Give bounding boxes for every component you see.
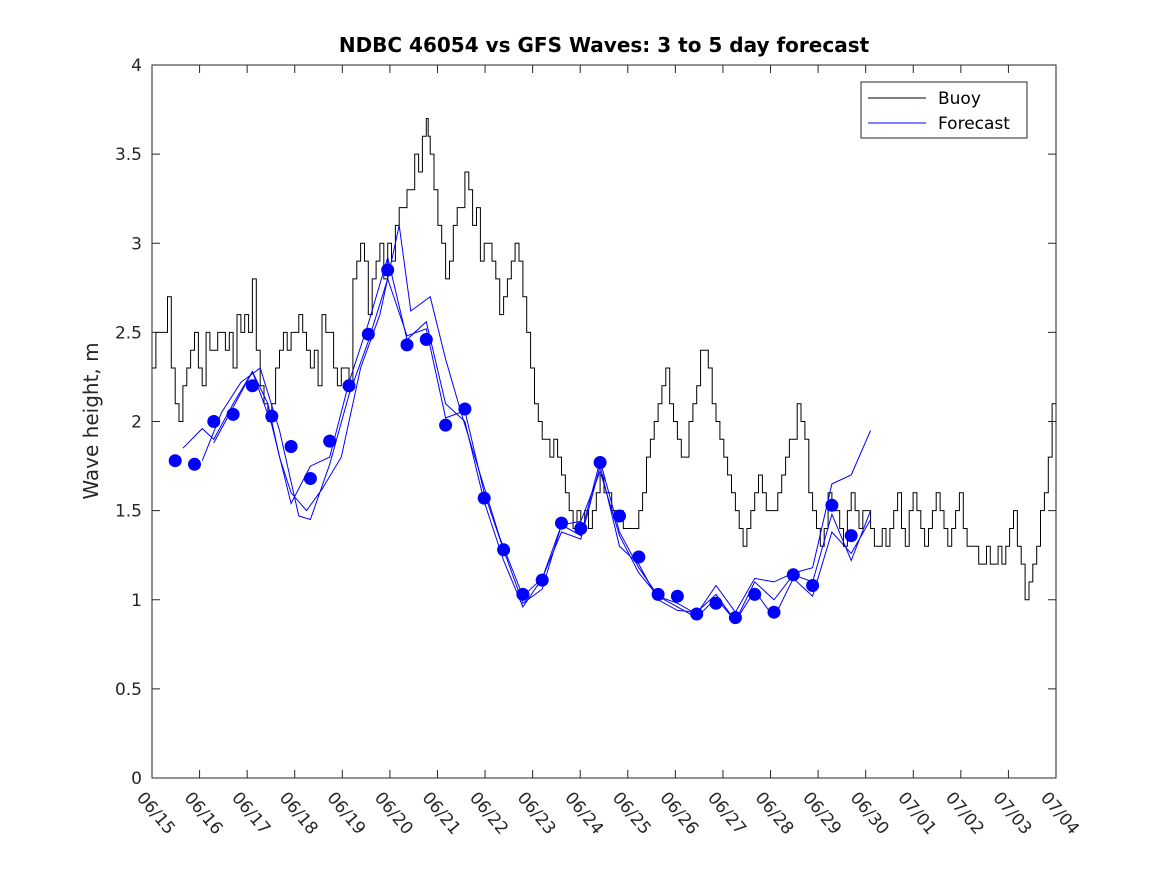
x-tick-label: 06/18 xyxy=(275,788,322,838)
forecast-point xyxy=(825,498,839,512)
x-tick-label: 07/02 xyxy=(941,788,988,838)
y-tick-label: 3 xyxy=(131,234,142,254)
x-tick-label: 06/20 xyxy=(370,788,417,838)
forecast-point xyxy=(632,550,646,564)
x-tick-label: 06/30 xyxy=(846,788,893,838)
forecast-point xyxy=(188,457,201,471)
legend-buoy-label: Buoy xyxy=(938,89,981,109)
x-tick-label: 06/24 xyxy=(560,788,607,838)
y-tick-label: 1 xyxy=(131,591,142,611)
x-tick-label: 06/17 xyxy=(227,788,274,838)
forecast-point xyxy=(245,379,259,393)
x-tick-label: 06/16 xyxy=(180,788,227,838)
forecast-point xyxy=(400,338,414,352)
x-tick-label: 06/23 xyxy=(513,788,560,838)
forecast-series-line xyxy=(182,225,872,615)
forecast-point xyxy=(168,454,182,468)
x-axis: 06/15 06/16 06/17 06/18 06/19 06/20 06/21 06/22… xyxy=(132,65,1083,839)
buoy-series-line xyxy=(152,118,1056,601)
y-axis-label: Wave height, m xyxy=(79,342,103,499)
forecast-point xyxy=(748,587,762,601)
x-tick-label: 07/03 xyxy=(989,788,1036,838)
plot-frame xyxy=(151,64,1057,779)
legend: Buoy Forecast xyxy=(860,81,1028,139)
forecast-point xyxy=(844,529,858,543)
x-tick-label: 06/21 xyxy=(418,788,465,838)
x-tick-label: 07/04 xyxy=(1036,788,1083,838)
x-tick-label: 06/29 xyxy=(798,788,845,838)
forecast-point xyxy=(806,579,820,592)
forecast-point xyxy=(670,589,684,603)
forecast-point xyxy=(342,379,356,393)
y-tick-label: 1.5 xyxy=(115,502,142,522)
x-tick-label: 07/01 xyxy=(893,788,940,838)
x-tick-label: 06/25 xyxy=(608,788,655,838)
x-tick-label: 06/19 xyxy=(322,788,369,838)
forecast-point xyxy=(516,587,530,601)
x-tick-label: 06/26 xyxy=(656,788,703,838)
chart-title: NDBC 46054 vs GFS Waves: 3 to 5 day fore… xyxy=(339,33,870,57)
forecast-series-line xyxy=(213,255,872,623)
legend-forecast-label: Forecast xyxy=(938,114,1010,134)
forecast-point xyxy=(767,605,781,619)
x-tick-label: 06/15 xyxy=(132,788,179,838)
y-tick-label: 2.5 xyxy=(115,323,142,343)
x-tick-label: 06/28 xyxy=(751,788,798,838)
y-tick-label: 2 xyxy=(131,413,142,433)
forecast-point xyxy=(226,407,240,421)
forecast-series-line xyxy=(201,277,872,622)
y-tick-label: 0 xyxy=(131,769,142,789)
forecast-point xyxy=(265,409,279,423)
y-tick-label: 0.5 xyxy=(115,680,142,700)
y-axis: 0 0.5 1 1.5 2 2.5 3 3.5 4 xyxy=(115,56,1056,789)
forecast-point xyxy=(439,418,453,432)
forecast-point xyxy=(284,440,298,453)
forecast-point xyxy=(709,596,723,610)
legend-box xyxy=(860,81,1028,139)
y-tick-label: 3.5 xyxy=(115,145,142,165)
x-tick-label: 06/27 xyxy=(703,788,750,838)
plot-area xyxy=(152,118,1056,625)
y-tick-label: 4 xyxy=(131,56,142,76)
forecast-point xyxy=(303,472,317,485)
x-tick-label: 06/22 xyxy=(465,788,512,838)
